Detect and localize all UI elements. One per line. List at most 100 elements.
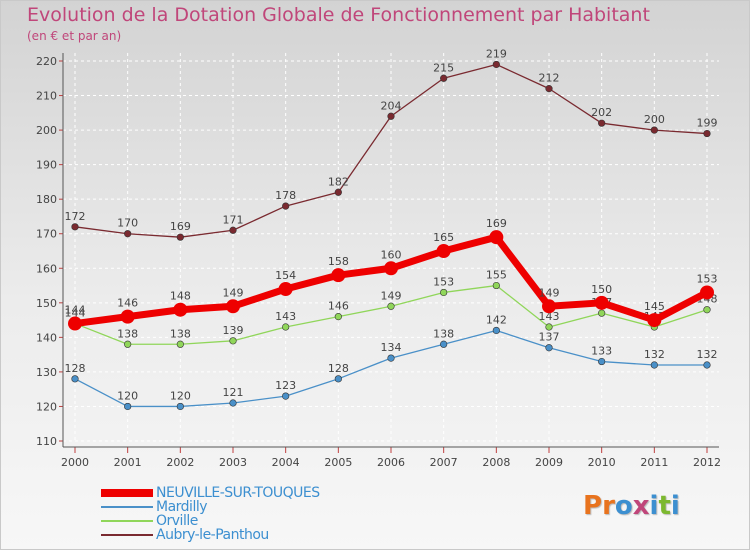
data-label: 120 [117,389,138,402]
data-label: 170 [117,217,138,230]
data-point [173,302,188,317]
y-tick-label: 160 [36,262,57,275]
data-point [278,282,293,296]
data-label: 138 [433,327,454,340]
data-label: 144 [65,307,86,320]
data-label: 138 [117,327,138,340]
data-point [545,323,553,331]
data-label: 153 [697,272,718,285]
x-tick-label: 2004 [272,456,300,469]
data-point [594,295,609,310]
data-point [68,316,82,331]
y-tick-label: 210 [36,90,57,103]
x-tick-label: 2009 [535,456,563,469]
data-label: 165 [433,231,454,244]
legend-label: Mardilly [156,499,208,515]
data-label: 153 [433,275,454,288]
data-point [124,230,132,238]
data-label: 219 [486,47,507,60]
data-point [598,357,606,366]
data-label: 128 [65,362,86,375]
y-tick-label: 170 [36,228,57,241]
y-tick-label: 200 [36,124,57,137]
data-point [545,344,553,352]
data-point [331,268,346,283]
data-point [176,402,184,411]
data-point [176,233,184,241]
data-point [282,323,290,331]
x-tick-label: 2011 [640,456,668,469]
data-label: 154 [275,269,296,282]
data-point [124,340,132,348]
data-point [334,188,342,196]
data-label: 146 [328,300,349,313]
data-point [647,313,662,328]
data-label: 121 [223,386,244,399]
data-label: 155 [486,269,507,282]
data-label: 134 [381,341,402,354]
data-label: 143 [539,310,560,323]
chart-title: Evolution de la Dotation Globale de Fonc… [27,4,650,26]
data-point [598,309,606,317]
legend-item: NEUVILLE-SUR-TOUQUES [101,485,361,501]
data-point [492,281,500,290]
data-point [489,230,504,245]
data-point [440,74,448,82]
data-label: 202 [591,106,612,119]
data-point [650,361,658,369]
data-label: 132 [697,348,718,361]
data-point [387,354,395,362]
data-label: 150 [591,283,612,296]
data-point [440,340,448,348]
data-point [229,226,237,234]
x-tick-label: 2008 [482,456,510,469]
data-label: 160 [381,248,402,261]
data-label: 137 [539,331,560,344]
data-label: 169 [486,217,507,230]
data-label: 128 [328,362,349,375]
data-point [700,285,714,300]
data-label: 143 [275,310,296,323]
y-tick-label: 190 [36,159,57,172]
proxiti-logo: Proxiti [583,491,680,521]
legend-label: Aubry-le-Panthou [156,527,269,543]
legend-swatch [101,489,153,497]
data-point [124,402,132,411]
legend-item: Mardilly [101,499,361,515]
x-tick-label: 2006 [377,456,405,469]
y-tick-label: 130 [36,366,57,379]
y-tick-label: 180 [36,193,57,206]
data-point [545,85,553,93]
data-point [176,340,184,348]
legend-item: Aubry-le-Panthou [101,527,361,543]
data-label: 215 [433,61,454,74]
y-tick-label: 120 [36,400,57,413]
data-point [282,392,290,400]
data-label: 142 [486,313,507,326]
series-aubry-le-panthou: 172 170 169 171 178 182 204 215 219 212 202 200 199 [65,47,718,241]
data-point [703,361,711,369]
x-tick-label: 2012 [693,456,721,469]
data-label: 158 [328,255,349,268]
data-label: 204 [381,99,402,112]
data-point [650,126,658,134]
data-point [703,306,711,314]
data-label: 123 [275,379,296,392]
legend-swatch [101,520,153,522]
legend-label: Orville [156,513,198,529]
series-neuville-sur-touques: 144 146 148 149 154 158 160 165 169 149 150 145 153 [65,217,718,331]
x-tick-label: 2003 [219,456,247,469]
data-point [492,326,500,335]
data-point [384,261,398,276]
data-point [598,119,606,127]
data-point [229,337,237,345]
data-point [334,313,342,321]
data-point [436,244,451,258]
x-tick-label: 2000 [61,456,89,469]
data-label: 139 [223,324,244,337]
data-label: 169 [170,220,191,233]
data-label: 149 [223,286,244,299]
data-label: 182 [328,175,349,188]
x-tick-label: 2007 [430,456,458,469]
